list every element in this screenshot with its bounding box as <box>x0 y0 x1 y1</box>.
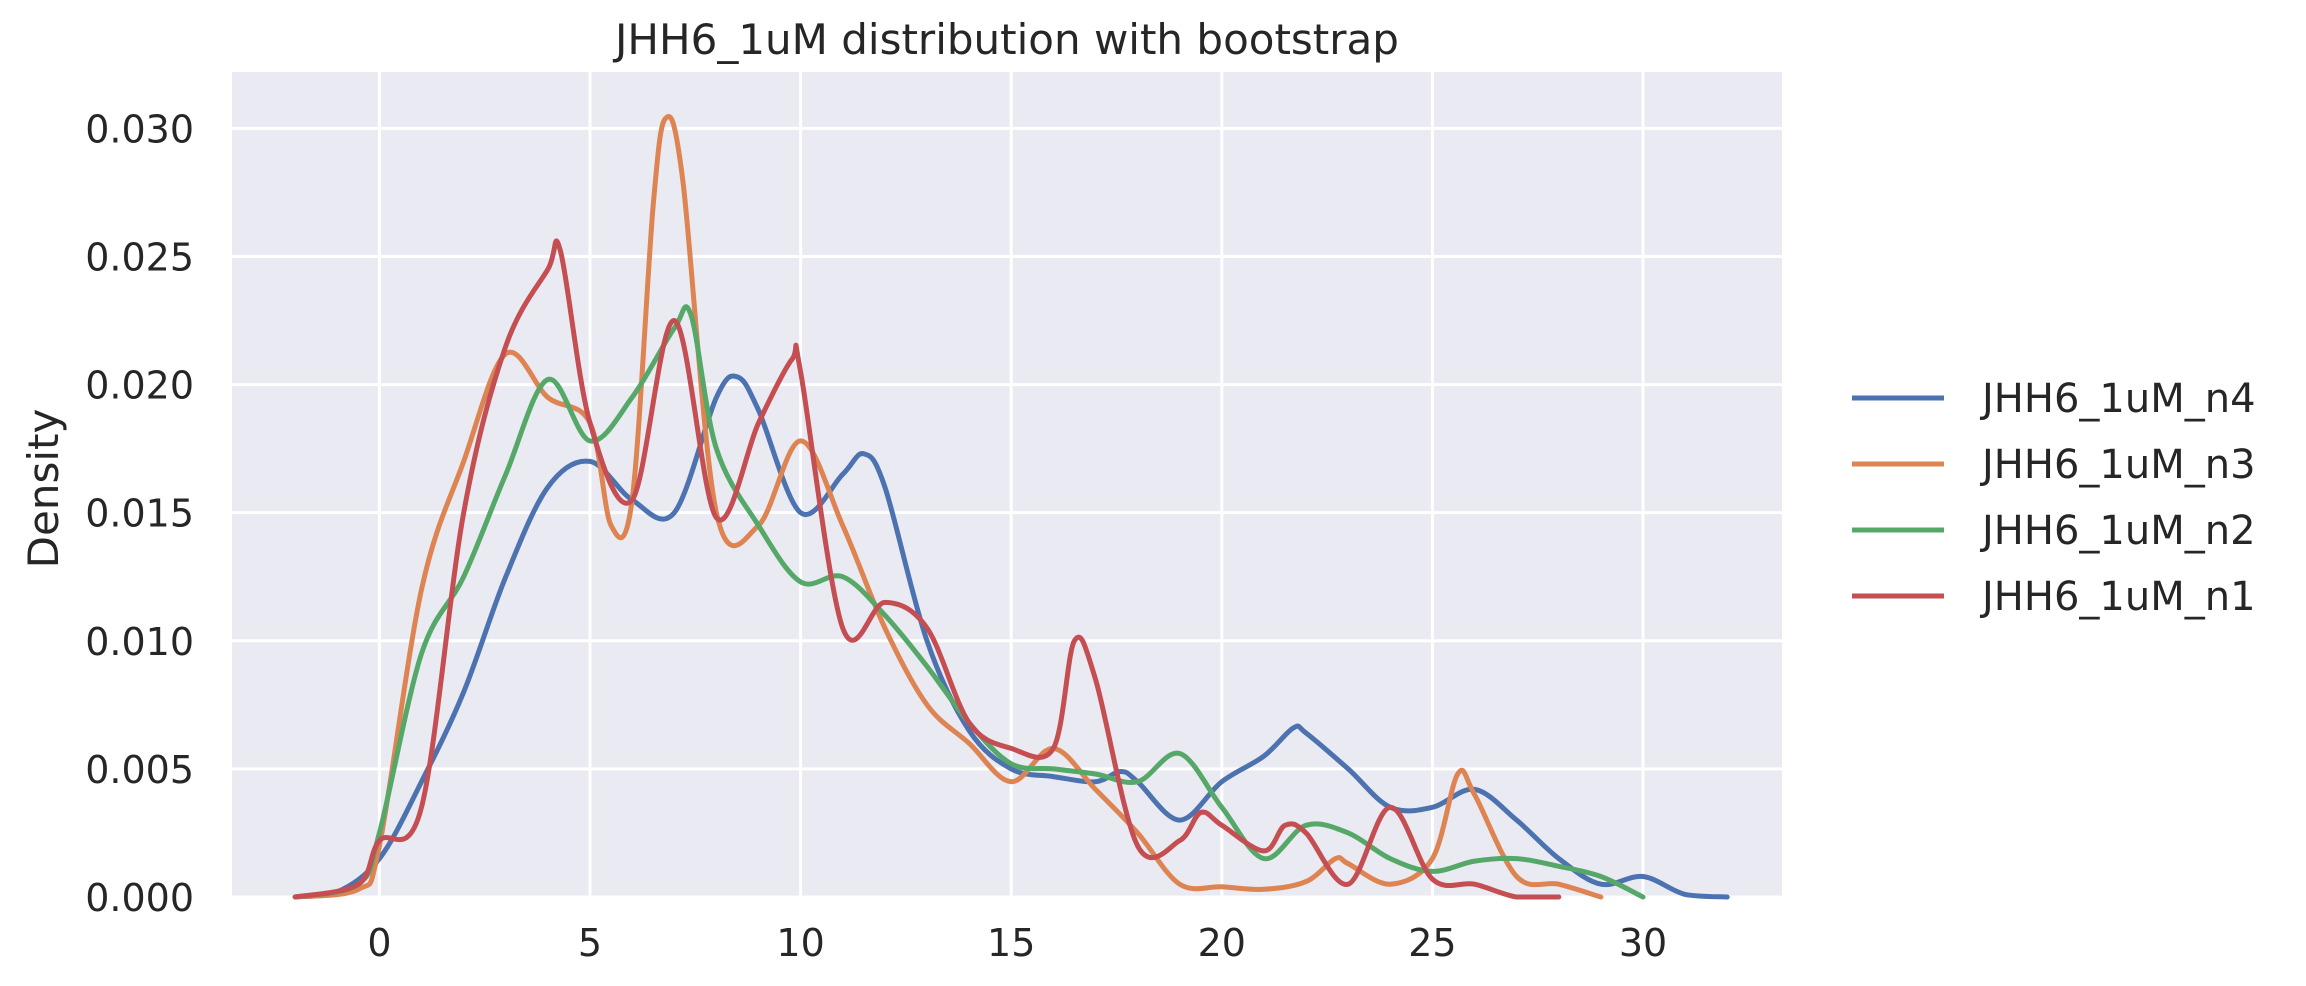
series-line-JHH6_1uM_n3 <box>292 114 1604 900</box>
y-axis-ticks: 0.000 0.005 0.010 0.015 0.020 0.025 0.030 <box>85 107 194 920</box>
legend-label: JHH6_1uM_n1 <box>1979 574 2256 620</box>
x-tick-label: 25 <box>1408 921 1456 965</box>
plot-area <box>232 72 1782 897</box>
x-tick-label: 30 <box>1619 921 1667 965</box>
legend-item: JHH6_1uM_n4 <box>1852 376 2256 422</box>
y-tick-label: 0.030 <box>85 107 194 151</box>
legend-item: JHH6_1uM_n2 <box>1852 508 2256 554</box>
legend-label: JHH6_1uM_n2 <box>1979 508 2256 554</box>
y-tick-label: 0.000 <box>85 876 194 920</box>
x-tick-label: 20 <box>1198 921 1246 965</box>
x-tick-label: 5 <box>578 921 602 965</box>
chart-title: JHH6_1uM distribution with bootstrap <box>612 15 1399 64</box>
series-line-JHH6_1uM_n4 <box>292 373 1730 900</box>
legend-item: JHH6_1uM_n3 <box>1852 442 2256 488</box>
y-tick-label: 0.020 <box>85 364 194 408</box>
y-tick-label: 0.005 <box>85 748 194 792</box>
y-axis-label: Density <box>19 409 68 569</box>
series-layer <box>292 114 1730 900</box>
x-tick-label: 15 <box>987 921 1035 965</box>
legend-item: JHH6_1uM_n1 <box>1852 574 2256 620</box>
y-tick-label: 0.015 <box>85 492 194 536</box>
y-tick-label: 0.025 <box>85 235 194 279</box>
legend: JHH6_1uM_n4 JHH6_1uM_n3 JHH6_1uM_n2 JHH6_1u… <box>1852 376 2256 620</box>
x-tick-label: 10 <box>776 921 824 965</box>
legend-label: JHH6_1uM_n3 <box>1979 442 2256 488</box>
legend-label: JHH6_1uM_n4 <box>1979 376 2256 422</box>
series-line-JHH6_1uM_n2 <box>292 304 1646 900</box>
series-line-JHH6_1uM_n1 <box>292 238 1562 900</box>
y-tick-label: 0.010 <box>85 620 194 664</box>
x-axis-ticks: 0 5 10 15 20 25 30 <box>367 921 1667 965</box>
x-tick-label: 0 <box>367 921 391 965</box>
